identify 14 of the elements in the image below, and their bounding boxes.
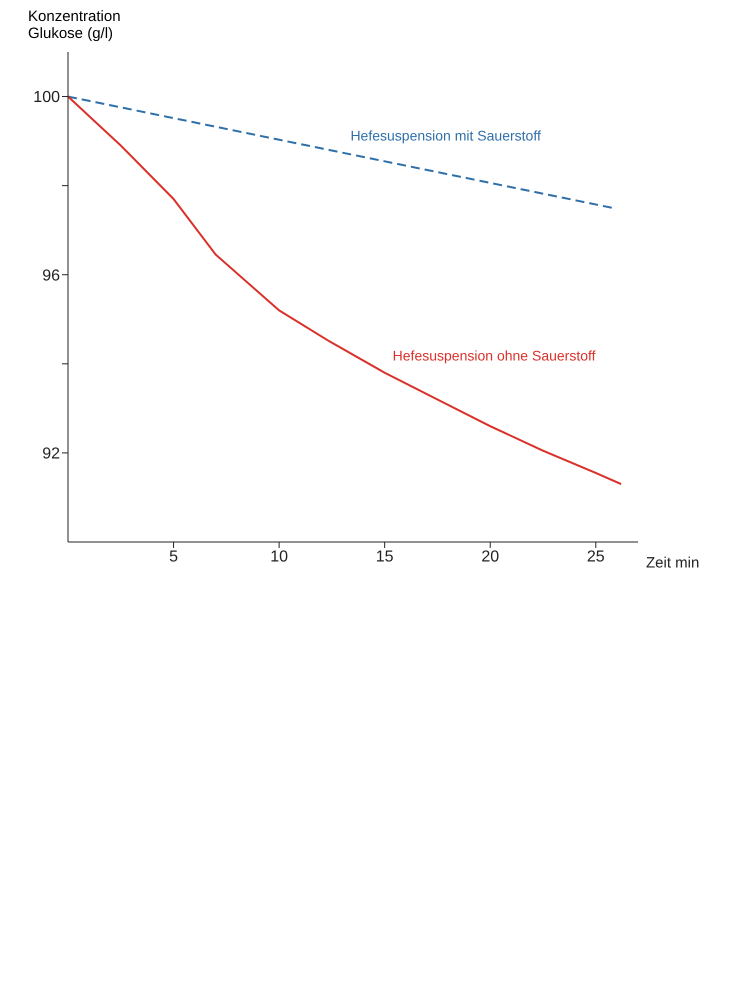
y-tick-label: 92 bbox=[42, 446, 60, 463]
x-tick-label: 5 bbox=[169, 548, 178, 566]
x-tick-label: 20 bbox=[481, 548, 500, 566]
line-series bbox=[68, 96, 622, 486]
y-tick-label: 96 bbox=[42, 267, 60, 284]
series-label: Hefesuspension ohne Sauerstoff bbox=[392, 348, 596, 364]
x-tick-label: 10 bbox=[270, 548, 288, 566]
line-series bbox=[68, 96, 614, 209]
series-label: Hefesuspension mit Sauerstoff bbox=[350, 128, 541, 144]
y-tick-label: 100 bbox=[33, 89, 60, 106]
x-tick-label: 15 bbox=[376, 548, 394, 566]
y-axis-title: Konzentration Glukose (g/l) bbox=[28, 8, 122, 42]
x-axis-title: Zeit min bbox=[646, 554, 700, 572]
x-tick-label: 25 bbox=[586, 548, 605, 566]
